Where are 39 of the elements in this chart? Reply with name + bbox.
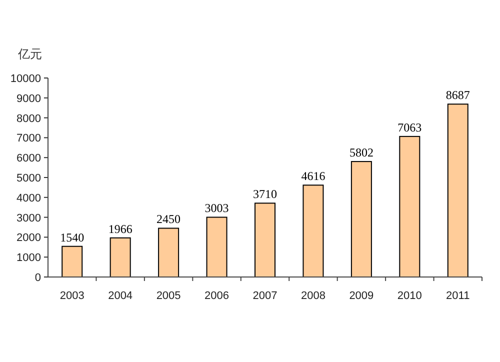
y-tick-label: 4000 xyxy=(16,192,41,204)
y-tick-label: 2000 xyxy=(16,232,41,244)
y-tick-label: 6000 xyxy=(16,152,41,165)
bar xyxy=(302,184,324,278)
bar xyxy=(399,136,420,278)
data-label: 1540 xyxy=(60,230,84,244)
y-tick-label: 8000 xyxy=(16,112,41,125)
x-tick-label: 2008 xyxy=(300,290,326,302)
bar xyxy=(350,161,372,278)
data-label: 2450 xyxy=(156,212,181,226)
y-axis-title: 亿元 xyxy=(17,47,42,61)
data-label: 8687 xyxy=(446,88,470,102)
y-tick-label: 7000 xyxy=(16,132,41,145)
data-label: 7063 xyxy=(398,120,422,134)
bar xyxy=(158,228,180,278)
x-tick-label: 2011 xyxy=(446,290,470,302)
data-label: 3003 xyxy=(204,201,229,216)
x-tick-label: 2007 xyxy=(252,290,278,302)
x-tick-label: 2010 xyxy=(397,290,422,302)
bar xyxy=(254,202,276,278)
y-tick-label: 9000 xyxy=(16,92,41,105)
y-tick-label: 5000 xyxy=(16,172,41,184)
data-label: 4616 xyxy=(301,169,326,184)
y-tick-label: 1000 xyxy=(16,252,41,264)
x-tick-label: 2003 xyxy=(60,290,84,302)
bar xyxy=(110,237,131,278)
data-label: 3710 xyxy=(253,187,277,202)
x-tick-label: 2006 xyxy=(204,290,230,302)
bar xyxy=(206,216,228,278)
bar xyxy=(447,104,468,278)
y-tick-label: 10000 xyxy=(10,73,41,85)
data-label: 1966 xyxy=(108,222,132,236)
y-tick-label: 0 xyxy=(34,272,41,284)
x-tick-label: 2009 xyxy=(349,290,374,302)
x-tick-label: 2004 xyxy=(108,290,133,302)
y-tick-label: 3000 xyxy=(16,212,41,224)
data-label: 5802 xyxy=(349,146,374,160)
bar xyxy=(62,246,83,278)
x-tick-label: 2005 xyxy=(156,290,181,302)
